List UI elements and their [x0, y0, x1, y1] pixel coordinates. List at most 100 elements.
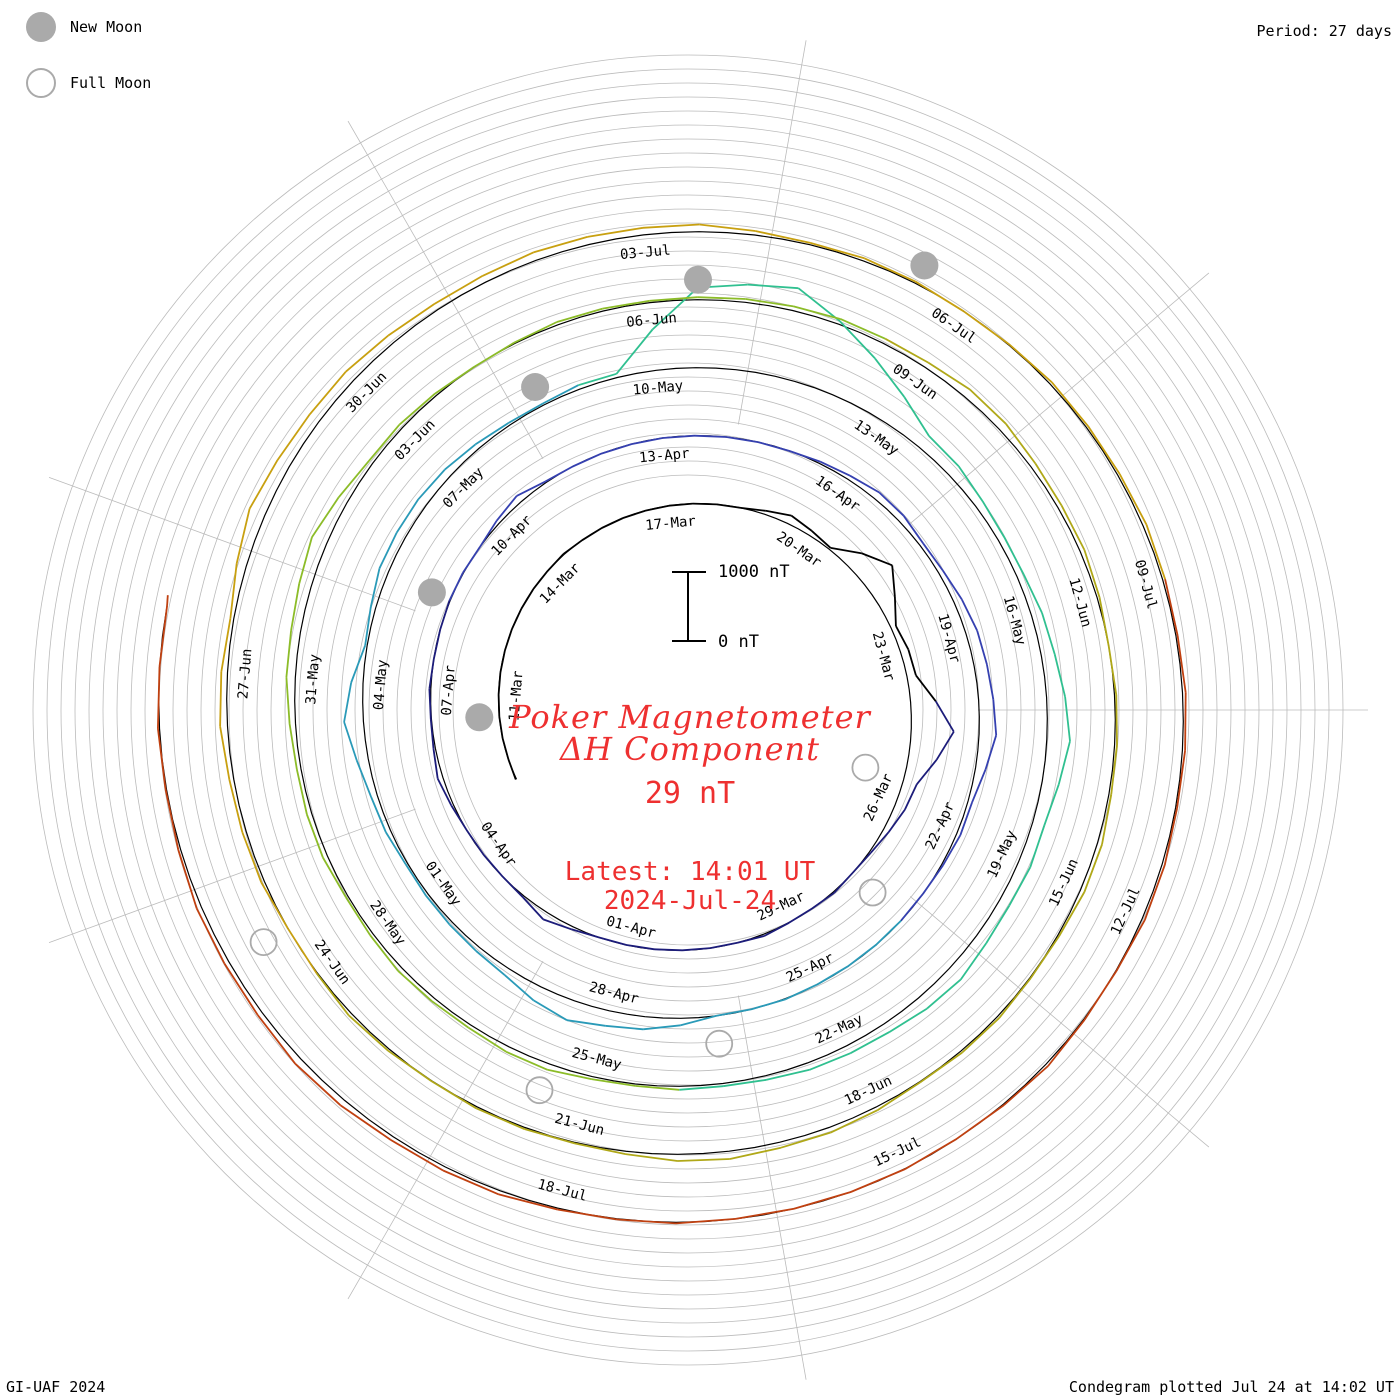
trace-segment [722, 1078, 767, 1088]
trace-segment [228, 779, 244, 833]
trace-segment [425, 895, 451, 926]
trace-segment [296, 769, 308, 815]
trace-segment [961, 1017, 1001, 1054]
trace-segment [935, 700, 955, 733]
trace-segment [520, 588, 535, 610]
date-label: 04-May [371, 659, 391, 711]
trace-segment [571, 928, 600, 939]
date-label: 03-Jul [619, 242, 671, 263]
trace-segment [699, 223, 756, 232]
trace-segment [957, 465, 984, 502]
trace-segment [368, 424, 401, 462]
trace-segment [432, 748, 439, 779]
trace-segment [840, 318, 886, 340]
trace-segment [322, 857, 347, 898]
scale-bar [672, 571, 706, 642]
trace-segment [915, 674, 937, 702]
trace-segment [439, 600, 451, 630]
trace-segment [309, 371, 347, 415]
trace-segment [343, 682, 353, 723]
grid-radial [48, 808, 416, 943]
trace-segment [387, 303, 435, 337]
trace-segment [444, 443, 476, 471]
trace-segment [504, 974, 535, 1002]
trace-segment [788, 907, 813, 924]
trace-segment [622, 509, 646, 519]
trace-segment [1110, 744, 1118, 795]
trace-segment [942, 570, 963, 600]
trace-segment [1034, 463, 1063, 507]
trace-segment [473, 341, 515, 368]
trace-segment [475, 950, 506, 976]
trace-segment [436, 778, 453, 807]
trace-segment [651, 286, 699, 331]
trace-segment [397, 970, 433, 1002]
trace-segment [287, 928, 318, 974]
trace-segment [1005, 423, 1037, 465]
trace-segment [1176, 750, 1186, 809]
trace-segment [497, 694, 501, 717]
trace-segment [811, 892, 835, 910]
latest-date: 2024-Jul-24 [603, 886, 777, 916]
trace-segment [285, 630, 292, 678]
trace-segment [260, 881, 289, 930]
trace-segment [533, 236, 588, 254]
date-label: 07-May [440, 464, 487, 511]
new-moon-icon [26, 12, 56, 42]
grid-circle [438, 460, 938, 960]
date-label: 07-Apr [439, 665, 459, 717]
trace-segment [364, 606, 372, 646]
trace-segment [311, 496, 340, 538]
new-moon-marker [521, 373, 550, 401]
trace-segment [643, 1024, 681, 1031]
trace-segment [1144, 864, 1166, 921]
trace-segment [223, 963, 259, 1016]
trace-segment [716, 1008, 752, 1017]
date-label: 23-Mar [869, 630, 898, 683]
trace-segment [524, 1128, 575, 1145]
trace-segment [790, 514, 813, 532]
trace-segment [581, 527, 603, 542]
trace-segment [1022, 574, 1043, 614]
trace-segment [904, 783, 918, 810]
grid-radial [737, 995, 807, 1380]
trace-segment [745, 298, 794, 308]
trace-segment [556, 307, 603, 323]
trace-segment [992, 699, 998, 736]
trace-segment [780, 1131, 831, 1149]
trace-segment [219, 726, 231, 781]
trace-segment [483, 854, 504, 878]
date-label: 06-Jun [626, 310, 678, 331]
trace-segment [164, 789, 180, 850]
trace-segment [864, 257, 917, 283]
trace-segment [1107, 645, 1118, 696]
trace-segment [1060, 505, 1086, 551]
scale-top-label: 1000 nT [718, 562, 790, 582]
trace-segment [1145, 524, 1166, 580]
full-moon-marker [249, 928, 278, 956]
trace-segment [378, 532, 398, 569]
trace-segment [502, 876, 524, 899]
trace-segment [735, 1207, 795, 1220]
trace-segment [497, 672, 502, 695]
trace-segment [861, 552, 893, 567]
grid-radial [48, 477, 416, 612]
trace-segment [959, 942, 988, 981]
trace-segment [1053, 653, 1066, 698]
trace-segment [339, 1104, 392, 1141]
date-label: 22-May [813, 1011, 866, 1047]
trace-segment [668, 502, 693, 507]
trace-segment [285, 677, 291, 724]
trace-segment [740, 507, 766, 512]
trace-segment [430, 1080, 477, 1110]
trace-segment [922, 864, 944, 895]
trace-segment [710, 941, 738, 949]
trace-segment [788, 450, 821, 463]
trace-segment [219, 671, 223, 727]
trace-segment [675, 1218, 736, 1225]
trace-segment [1164, 579, 1179, 636]
legend-full-moon-label: Full Moon [70, 74, 152, 92]
chart-subtitle: ΔH Component [559, 730, 821, 768]
trace-segment [1064, 696, 1071, 742]
trace-segment [942, 834, 962, 866]
